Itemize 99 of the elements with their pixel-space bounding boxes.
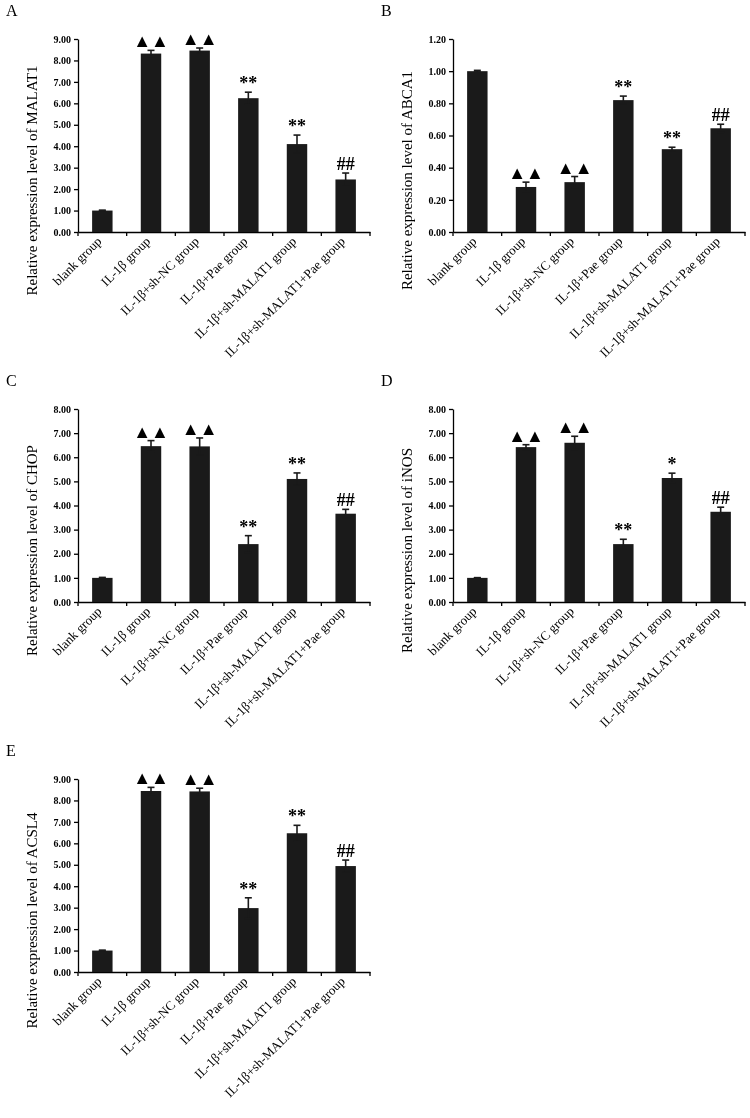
y-tick-label: 8.00 bbox=[53, 55, 71, 67]
y-tick-label: 6.00 bbox=[53, 451, 71, 463]
y-tick-label: 1.00 bbox=[53, 572, 71, 584]
bar bbox=[92, 210, 113, 232]
y-tick-label: 4.00 bbox=[53, 500, 71, 512]
annotation: ▲▲ bbox=[508, 163, 544, 184]
y-tick-label: 0.00 bbox=[53, 966, 71, 978]
annotation: ▲▲ bbox=[556, 157, 593, 178]
annotation: ▲▲ bbox=[181, 29, 218, 50]
y-tick-label: 7.00 bbox=[428, 427, 446, 439]
chart-title: A bbox=[6, 2, 18, 19]
y-tick-label: 0.00 bbox=[53, 226, 71, 238]
annotation: ** bbox=[288, 453, 306, 474]
bar bbox=[140, 53, 162, 232]
y-axis-title: Relative expression level of ABCA1 bbox=[399, 70, 415, 291]
bar bbox=[467, 71, 488, 232]
annotation: ▲▲ bbox=[181, 769, 218, 790]
y-tick-label: 5.00 bbox=[53, 476, 71, 488]
chart-title: C bbox=[6, 372, 17, 389]
y-tick-label: 5.00 bbox=[53, 119, 71, 131]
annotation: ** bbox=[239, 516, 258, 537]
y-tick-label: 4.00 bbox=[53, 140, 71, 152]
y-tick-label: 6.00 bbox=[428, 451, 446, 463]
y-tick-label: 3.00 bbox=[53, 524, 71, 536]
y-tick-label: 0.00 bbox=[53, 596, 71, 608]
y-tick-label: 0.20 bbox=[428, 194, 446, 206]
chart-title: D bbox=[381, 372, 393, 389]
annotation: ▲▲ bbox=[181, 418, 218, 439]
y-tick-label: 3.00 bbox=[428, 524, 446, 536]
annotation: ** bbox=[663, 128, 681, 149]
annotation: ** bbox=[288, 806, 306, 827]
annotation: ▲▲ bbox=[508, 425, 544, 446]
annotation: * bbox=[667, 454, 677, 475]
y-tick-label: 9.00 bbox=[53, 773, 71, 785]
y-tick-label: 3.00 bbox=[53, 902, 71, 914]
bar bbox=[286, 478, 308, 602]
y-axis-title: Relative expression level of CHOP bbox=[24, 445, 40, 656]
y-tick-label: 4.00 bbox=[53, 880, 71, 892]
y-tick-label: 2.00 bbox=[428, 548, 446, 560]
bar bbox=[189, 50, 210, 232]
y-tick-label: 7.00 bbox=[53, 427, 71, 439]
y-tick-label: 8.00 bbox=[428, 403, 446, 415]
y-tick-label: 4.00 bbox=[428, 500, 446, 512]
annotation: ** bbox=[614, 77, 633, 98]
y-tick-label: 8.00 bbox=[53, 795, 71, 807]
bar bbox=[515, 447, 537, 602]
y-tick-label: 8.00 bbox=[53, 403, 71, 415]
y-tick-label: 2.00 bbox=[53, 183, 71, 195]
annotation: ** bbox=[614, 520, 633, 541]
bar bbox=[515, 186, 537, 232]
annotation: ▲▲ bbox=[133, 31, 169, 52]
y-tick-label: 0.60 bbox=[428, 130, 446, 142]
bar bbox=[335, 513, 356, 602]
y-tick-label: 5.00 bbox=[428, 476, 446, 488]
annotation: ** bbox=[288, 116, 306, 137]
annotation: ** bbox=[239, 878, 258, 899]
chart-title: E bbox=[6, 742, 16, 759]
annotation: ▲▲ bbox=[556, 417, 593, 438]
bar bbox=[710, 128, 731, 232]
annotation: ## bbox=[336, 154, 355, 175]
y-tick-label: 1.00 bbox=[53, 945, 71, 957]
chart-title: B bbox=[381, 2, 392, 19]
y-tick-label: 1.00 bbox=[428, 572, 446, 584]
bar bbox=[189, 791, 210, 972]
y-tick-label: 3.00 bbox=[53, 162, 71, 174]
y-tick-label: 2.00 bbox=[53, 548, 71, 560]
annotation: ** bbox=[239, 73, 258, 94]
bar bbox=[661, 149, 683, 232]
y-tick-label: 1.20 bbox=[428, 33, 446, 45]
bar bbox=[92, 577, 113, 602]
y-axis-title: Relative expression level of ACSL4 bbox=[24, 812, 40, 1029]
bar bbox=[140, 791, 162, 972]
bar bbox=[613, 544, 634, 602]
y-tick-label: 0.00 bbox=[428, 596, 446, 608]
y-tick-label: 2.00 bbox=[53, 923, 71, 935]
y-tick-label: 9.00 bbox=[53, 33, 71, 45]
y-tick-label: 7.00 bbox=[53, 816, 71, 828]
annotation: ## bbox=[336, 841, 355, 862]
y-tick-label: 6.00 bbox=[53, 98, 71, 110]
bar bbox=[710, 511, 731, 602]
y-axis-title: Relative expression level of MALAT1 bbox=[24, 65, 40, 296]
y-tick-label: 1.00 bbox=[53, 205, 71, 217]
y-tick-label: 5.00 bbox=[53, 859, 71, 871]
annotation: ▲▲ bbox=[133, 421, 169, 442]
y-tick-label: 0.80 bbox=[428, 98, 446, 110]
y-tick-label: 1.00 bbox=[428, 65, 446, 77]
annotation: ## bbox=[711, 488, 730, 509]
annotation: ## bbox=[336, 490, 355, 511]
bar bbox=[467, 577, 488, 602]
y-axis-title: Relative expression level of iNOS bbox=[399, 448, 415, 653]
bar bbox=[661, 478, 683, 602]
annotation: ▲▲ bbox=[133, 768, 169, 789]
y-tick-label: 6.00 bbox=[53, 838, 71, 850]
bar bbox=[92, 950, 113, 972]
annotation: ## bbox=[711, 105, 730, 126]
y-tick-label: 7.00 bbox=[53, 76, 71, 88]
y-tick-label: 0.40 bbox=[428, 162, 446, 174]
bar bbox=[613, 100, 634, 232]
y-tick-label: 0.00 bbox=[428, 226, 446, 238]
